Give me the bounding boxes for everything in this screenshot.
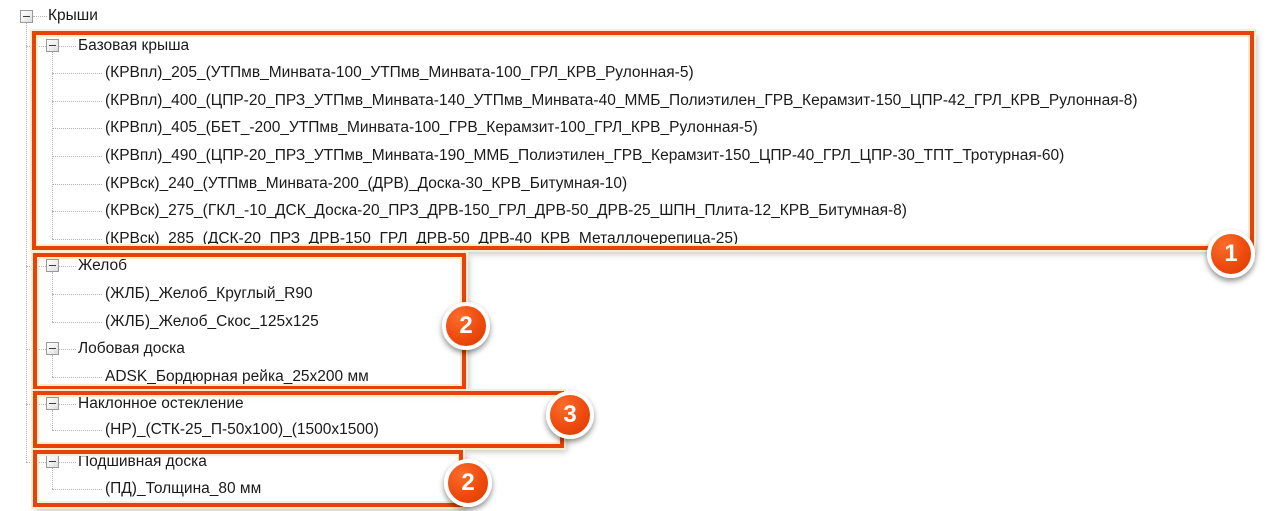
annotation-badge-2: 2 [442,302,490,350]
tree-group-connector-line [52,468,53,489]
tree-item[interactable]: (НР)_(СТК-25_П-50х100)_(1500х1500) [105,421,379,438]
tree-connector-line [26,404,46,405]
collapse-icon[interactable] [20,10,33,23]
collapse-icon[interactable] [46,259,59,272]
tree-connector-line [59,46,76,47]
minus-glyph [49,265,56,266]
tree-connector-line [26,266,46,267]
tree-connector-line [26,46,46,47]
tree-item[interactable]: ADSK_Бордюрная рейка_25х200 мм [105,368,369,385]
tree-connector-line [52,430,102,431]
tree-item[interactable]: (КРВск)_285_(ДСК-20_ПРЗ_ДРВ-150_ГРЛ_ДРВ-… [105,230,739,247]
collapse-icon[interactable] [46,342,59,355]
tree-connector-line [52,377,102,378]
tree-connector-line [52,73,102,74]
tree-item[interactable]: (ЖЛБ)_Желоб_Скос_125х125 [105,313,319,330]
minus-glyph [23,16,30,17]
tree-connector-line [26,462,46,463]
annotation-badge-4: 2 [444,459,492,507]
tree-item[interactable]: (КРВпл)_405_(БЕТ_-200_УТПмв_Минвата-100_… [105,119,758,136]
tree-connector-line [26,349,46,350]
tree-connector-line [52,101,102,102]
collapse-icon[interactable] [46,397,59,410]
tree-connector-line [52,322,102,323]
tree-group-connector-line [52,272,53,322]
tree-connector-line [59,349,76,350]
tree-group-basic-roof[interactable]: Базовая крыша [78,37,190,54]
tree-group-connector-line [52,52,53,239]
tree-item[interactable]: (КРВпл)_400_(ЦПР-20_ПРЗ_УТПмв_Минвата-14… [105,92,1138,109]
tree-connector-line [52,211,102,212]
tree-group-sloped-glazing[interactable]: Наклонное остекление [78,395,244,412]
minus-glyph [49,403,56,404]
tree-connector-line [52,184,102,185]
tree-connector-line [52,489,102,490]
tree-group-connector-line [52,410,53,430]
tree-group-connector-line [52,355,53,377]
collapse-icon[interactable] [46,455,59,468]
tree-group-gutter[interactable]: Желоб [78,257,127,274]
tree-connector-line [52,156,102,157]
tree-group-fascia[interactable]: Лобовая доска [78,340,185,357]
tree-connector-line [33,16,47,17]
tree-item[interactable]: (ЖЛБ)_Желоб_Круглый_R90 [105,285,313,302]
tree-connector-line [52,239,102,240]
tree-item[interactable]: (ПД)_Толщина_80 мм [105,480,262,497]
tree-root-connector-line [26,23,27,462]
minus-glyph [49,45,56,46]
annotation-badge-3: 3 [546,391,594,439]
tree-item[interactable]: (КРВск)_275_(ГКЛ_-10_ДСК_Доска-20_ПРЗ_ДР… [105,202,907,219]
tree-connector-line [52,294,102,295]
tree-item[interactable]: (КРВпл)_490_(ЦПР-20_ПРЗ_УТПмв_Минвата-19… [105,147,1065,164]
minus-glyph [49,348,56,349]
tree-root-item[interactable]: Крыши [48,7,98,24]
tree-item[interactable]: (КРВск)_240_(УТПмв_Минвата-200_(ДРВ)_Дос… [105,175,628,192]
tree-connector-line [59,266,76,267]
tree-item[interactable]: (КРВпл)_205_(УТПмв_Минвата-100_УТПмв_Мин… [105,64,694,81]
tree-connector-line [59,462,76,463]
collapse-icon[interactable] [46,39,59,52]
minus-glyph [49,461,56,462]
tree-connector-line [52,128,102,129]
tree-connector-line [59,404,76,405]
annotation-badge-1: 1 [1207,230,1255,278]
tree-group-soffit[interactable]: Подшивная доска [78,453,207,470]
